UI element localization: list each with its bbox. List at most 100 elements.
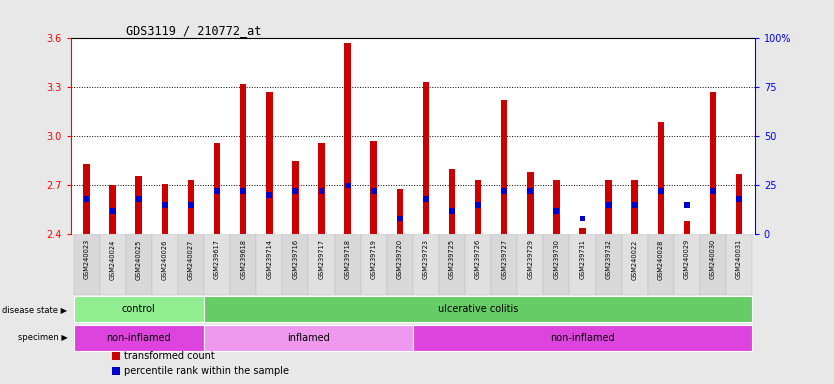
Text: GSM239717: GSM239717 (319, 239, 324, 279)
Bar (517, 234, 543, 295)
Text: GSM240025: GSM240025 (136, 239, 142, 280)
Bar (135, 175, 142, 234)
Bar (449, 208, 455, 214)
Bar (423, 83, 430, 234)
Bar (621, 234, 648, 295)
Bar (240, 84, 246, 234)
Bar (553, 180, 560, 234)
Text: GSM239720: GSM239720 (397, 239, 403, 279)
Bar (710, 189, 716, 194)
Bar (501, 101, 507, 234)
Bar (501, 189, 507, 194)
Bar (684, 221, 691, 234)
Text: GSM240031: GSM240031 (736, 239, 742, 279)
Text: non-inflamed: non-inflamed (550, 333, 615, 343)
Bar (266, 192, 272, 198)
Bar (736, 196, 742, 202)
Bar (413, 325, 752, 351)
Bar (109, 185, 116, 234)
Bar (204, 234, 230, 295)
Bar (283, 234, 309, 295)
Bar (570, 234, 595, 295)
Text: GSM239618: GSM239618 (240, 239, 246, 279)
Bar (110, 208, 116, 214)
Bar (710, 92, 716, 234)
Bar (256, 234, 283, 295)
Bar (475, 202, 481, 208)
Text: GSM240024: GSM240024 (109, 239, 116, 280)
Bar (370, 141, 377, 234)
Bar (126, 234, 152, 295)
Text: GSM239714: GSM239714 (266, 239, 272, 279)
Text: GSM240028: GSM240028 (658, 239, 664, 280)
Text: transformed count: transformed count (124, 351, 215, 361)
Bar (73, 296, 204, 323)
Bar (344, 43, 351, 234)
Bar (292, 161, 299, 234)
Bar (83, 164, 90, 234)
Bar (136, 196, 142, 202)
Bar (240, 189, 246, 194)
Bar (413, 234, 439, 295)
Text: GSM239723: GSM239723 (423, 239, 429, 279)
Bar (657, 122, 664, 234)
Bar (73, 325, 204, 351)
Bar (554, 208, 560, 214)
Bar (230, 234, 256, 295)
Bar (674, 234, 700, 295)
Bar (449, 169, 455, 234)
Bar (700, 234, 726, 295)
Bar (658, 189, 664, 194)
Bar (423, 196, 429, 202)
Text: GSM239729: GSM239729 (527, 239, 533, 279)
Bar (162, 202, 168, 208)
Text: non-inflamed: non-inflamed (107, 333, 171, 343)
Bar (465, 234, 491, 295)
Bar (605, 180, 612, 234)
Text: GSM239727: GSM239727 (501, 239, 507, 279)
Bar (293, 189, 299, 194)
Bar (491, 234, 517, 295)
Text: ulcerative colitis: ulcerative colitis (438, 305, 518, 314)
Bar (580, 216, 585, 222)
Text: GSM239719: GSM239719 (370, 239, 377, 279)
Bar (178, 234, 204, 295)
Bar (309, 234, 334, 295)
Text: GSM240029: GSM240029 (684, 239, 690, 280)
Text: specimen ▶: specimen ▶ (18, 333, 68, 342)
Text: GDS3119 / 210772_at: GDS3119 / 210772_at (126, 24, 261, 37)
Bar (266, 92, 273, 234)
Bar (204, 325, 413, 351)
Bar (371, 189, 377, 194)
Text: inflamed: inflamed (287, 333, 329, 343)
Text: control: control (122, 305, 156, 314)
Bar (112, 367, 120, 375)
Bar (214, 143, 220, 234)
Bar (736, 174, 742, 234)
Bar (162, 184, 168, 234)
Bar (387, 234, 413, 295)
Text: GSM240030: GSM240030 (710, 239, 716, 280)
Bar (684, 202, 690, 208)
Bar (214, 189, 220, 194)
Bar (204, 296, 752, 323)
Text: GSM239730: GSM239730 (554, 239, 560, 279)
Bar (188, 202, 193, 208)
Bar (188, 180, 194, 234)
Bar (631, 180, 638, 234)
Bar (726, 234, 752, 295)
Bar (527, 189, 533, 194)
Bar (396, 189, 403, 234)
Bar (360, 234, 387, 295)
Text: GSM240027: GSM240027 (188, 239, 194, 280)
Bar (439, 234, 465, 295)
Text: GSM240026: GSM240026 (162, 239, 168, 280)
Bar (344, 183, 350, 188)
Text: GSM239725: GSM239725 (449, 239, 455, 279)
Bar (83, 196, 89, 202)
Text: GSM239732: GSM239732 (605, 239, 611, 279)
Bar (73, 234, 99, 295)
Text: GSM239716: GSM239716 (293, 239, 299, 279)
Bar (319, 143, 324, 234)
Text: GSM240022: GSM240022 (631, 239, 638, 280)
